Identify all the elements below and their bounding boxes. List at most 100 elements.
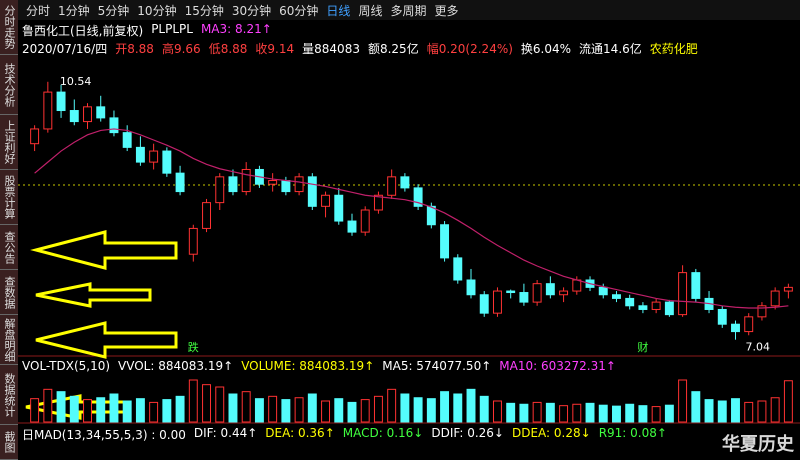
side-tab[interactable]: 技术分析 <box>0 55 18 115</box>
mad-stat: DIF: 0.44↑ <box>193 426 258 440</box>
candle-body <box>43 91 53 130</box>
mad-header: 日MAD(13,34,55,5,3) : 0.00 DIF: 0.44↑ DEA: … <box>22 426 667 443</box>
toolbar-item[interactable]: 周线 <box>358 3 383 18</box>
candle-body <box>149 150 159 163</box>
candle-body <box>625 297 635 307</box>
candle-body <box>109 117 119 134</box>
volume-bar <box>281 399 291 423</box>
side-tab[interactable]: 数据统计 <box>0 365 18 425</box>
candle-body <box>678 272 688 316</box>
side-tab[interactable]: 查公告 <box>0 225 18 270</box>
volume-bar <box>664 404 674 423</box>
volume-bar <box>598 404 608 423</box>
quote-row: 2020/07/16/四 开8.88 高9.66 低8.88 收9.14 量884083 额… <box>22 40 698 57</box>
volume-header: VOL-TDX(5,10) VVOL: 884083.19↑ VOLUME: 884… <box>22 359 616 373</box>
candle-body <box>757 305 767 318</box>
volume-bar <box>149 401 159 423</box>
candle-body <box>400 176 410 189</box>
side-tab[interactable]: 查数据 <box>0 270 18 315</box>
candle-body <box>96 106 106 119</box>
candle-body <box>651 301 661 310</box>
toolbar-item[interactable]: 30分钟 <box>231 3 272 18</box>
volume-bar <box>175 395 185 423</box>
candle-body <box>731 323 740 333</box>
volume-bar <box>162 399 172 423</box>
arrow <box>30 230 178 270</box>
volume-bar <box>545 402 555 423</box>
candle-body <box>30 128 40 145</box>
candle-body <box>347 220 357 233</box>
candle-body <box>664 301 674 316</box>
candle-body <box>215 176 225 204</box>
toolbar-item[interactable]: 更多 <box>434 3 459 18</box>
candle-body <box>188 227 198 255</box>
side-tab[interactable]: 解盘明细 <box>0 315 18 365</box>
volume-bar <box>691 391 701 423</box>
volume-bar <box>135 398 145 423</box>
volume-bar <box>202 384 211 423</box>
volume-bar <box>492 400 502 423</box>
toolbar-item[interactable]: 10分钟 <box>137 3 177 18</box>
volume-bar <box>440 391 450 423</box>
candle-body <box>519 292 529 303</box>
side-tab[interactable]: 股票计算 <box>0 170 18 225</box>
volume-bar <box>321 400 331 423</box>
quote-item: 流通14.6亿 <box>579 42 642 56</box>
toolbar-item[interactable]: 15分钟 <box>184 3 224 18</box>
quote-item: 量884083 <box>302 42 360 56</box>
volume-bar <box>268 395 278 423</box>
quote-item: 幅0.20(2.24%) <box>426 42 513 56</box>
toolbar-item[interactable]: 60分钟 <box>279 3 319 18</box>
high-label: 10.54 <box>60 75 92 88</box>
mad-stat: DDIF: 0.26↓ <box>431 426 504 440</box>
side-tab[interactable]: 截图 <box>0 425 18 460</box>
candle-body <box>598 286 608 296</box>
volume-bar <box>109 393 119 423</box>
volume-bar <box>228 393 238 423</box>
ma-line <box>34 128 789 309</box>
mad-stat: DEA: 0.36↑ <box>265 426 335 440</box>
toolbar-item[interactable]: 5分钟 <box>97 3 130 18</box>
toolbar: 分时 1分钟 5分钟 10分钟 15分钟 30分钟 60分钟 日线 周线 多周期 更多 <box>18 0 800 20</box>
side-tab[interactable]: 分时走势 <box>0 0 18 55</box>
volume-bar <box>122 400 132 423</box>
candle-body <box>506 290 516 294</box>
candle-body <box>56 91 66 112</box>
toolbar-item[interactable]: 1分钟 <box>58 3 90 18</box>
volume-bar <box>413 397 423 423</box>
volume-bar <box>783 380 793 423</box>
candle-body <box>691 272 701 299</box>
volume-bar <box>506 402 516 423</box>
volume-bar <box>625 403 635 423</box>
volume-bar <box>43 388 53 423</box>
sidebar: 分时走势 技术分析 上证利好 股票计算 查公告 查数据 解盘明细 数据统计 截图 <box>0 0 18 460</box>
toolbar-item[interactable]: 多周期 <box>390 3 427 18</box>
quote-item: 农药化肥 <box>649 42 698 56</box>
side-tab[interactable]: 上证利好 <box>0 115 18 170</box>
volume-stat: VOLUME: 884083.19↑ <box>241 359 375 373</box>
candle-body <box>360 209 370 233</box>
event-marker: 财 <box>637 340 648 354</box>
quote-item: 换6.04% <box>520 42 572 56</box>
low-label: 7.04 <box>745 341 770 354</box>
candle-body <box>744 316 754 333</box>
event-marker: 跌 <box>188 340 199 354</box>
candle-body <box>572 279 582 292</box>
arrow <box>35 282 152 308</box>
candle-body <box>638 305 648 310</box>
volume-bar <box>294 397 304 423</box>
toolbar-item[interactable]: 分时 <box>26 3 51 18</box>
candle-body <box>532 283 542 303</box>
candle-body <box>294 176 304 193</box>
candle-body <box>387 176 397 196</box>
volume-stat: MA10: 603272.31↑ <box>499 359 616 373</box>
candle-body <box>175 172 185 193</box>
volume-bar <box>83 399 92 423</box>
ma-label: MA3: 8.21↑ <box>200 22 272 36</box>
toolbar-item[interactable]: 日线 <box>326 3 351 18</box>
volume-bar <box>188 379 198 423</box>
volume-bar <box>519 403 529 423</box>
quote-item: 高9.66 <box>161 42 201 56</box>
candle-body <box>559 290 569 296</box>
